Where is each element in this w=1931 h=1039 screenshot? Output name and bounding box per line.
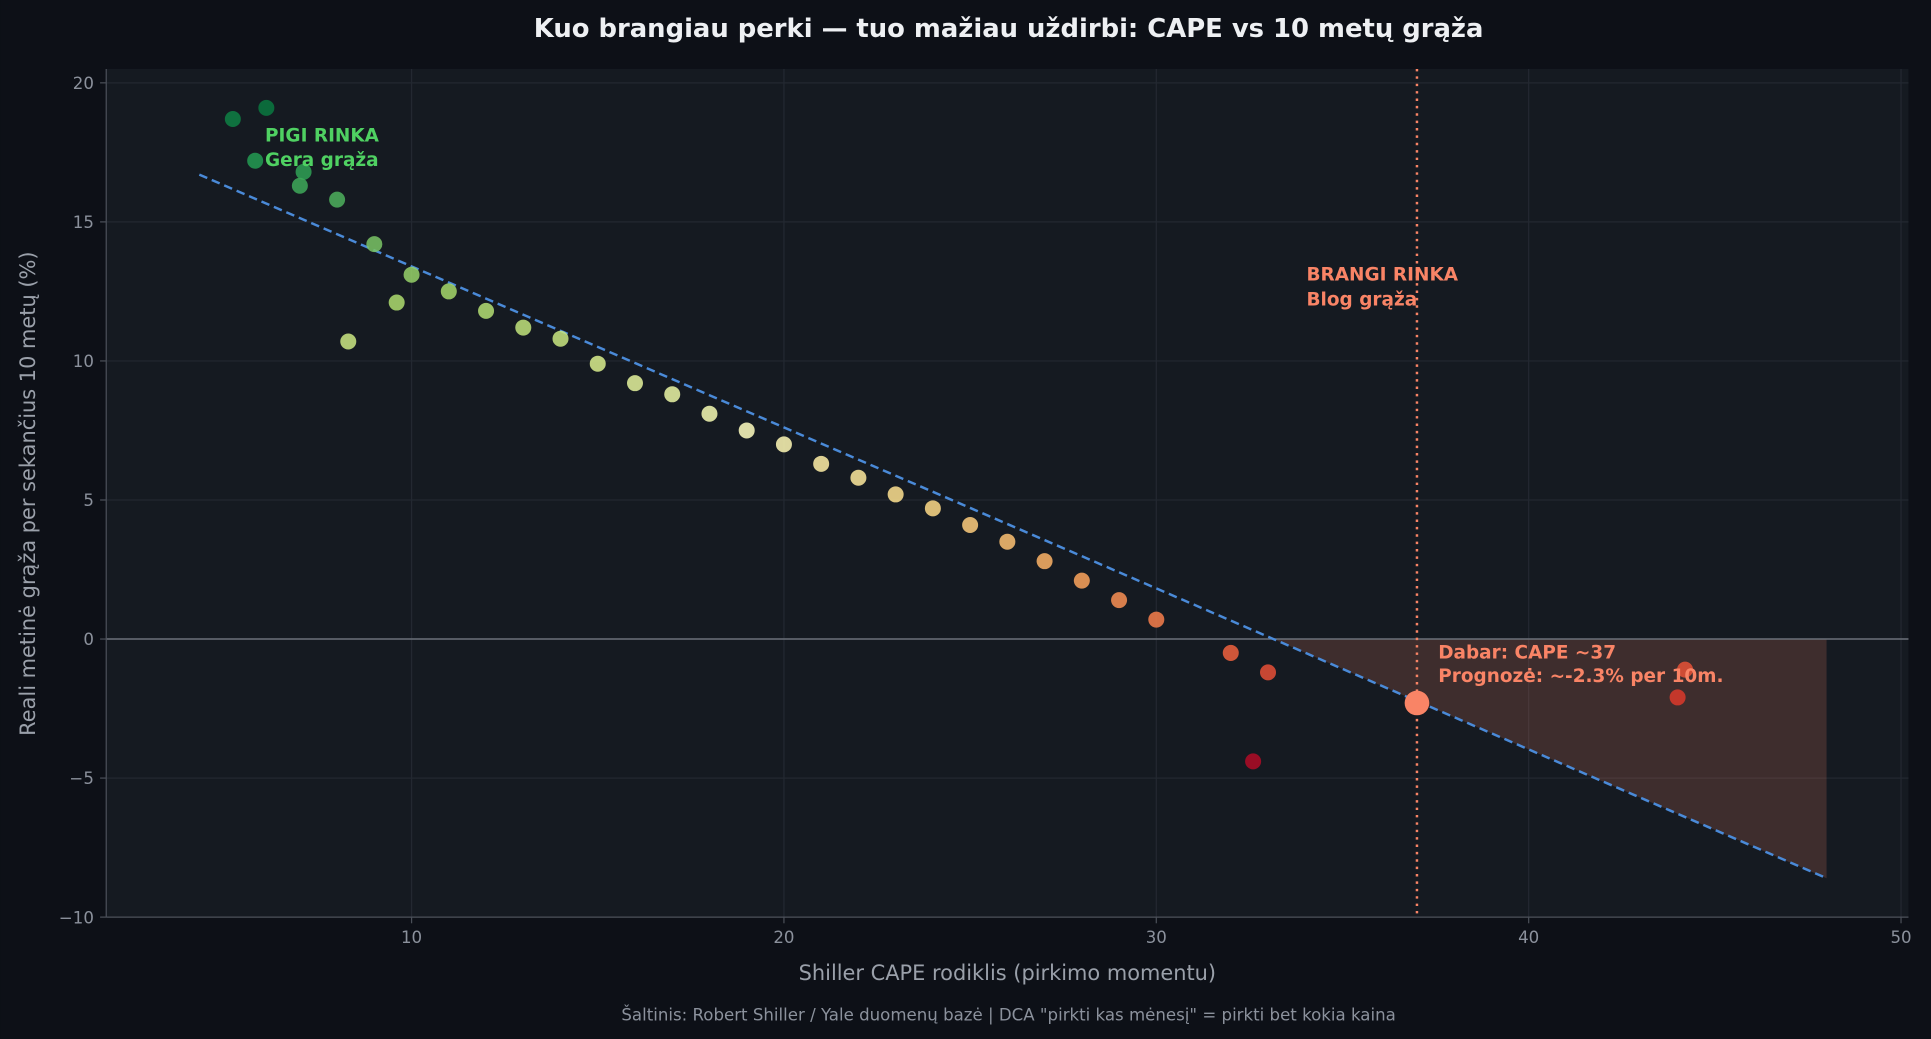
data-point (626, 375, 643, 392)
trend-line (198, 173, 1828, 880)
data-point (1222, 644, 1239, 661)
data-point (775, 436, 792, 453)
cheap-market-sublabel: Gera grąža (265, 150, 379, 171)
y-tick-label: 15 (73, 213, 94, 232)
expensive-market-label: BRANGI RINKA (1306, 265, 1458, 286)
data-point (295, 163, 312, 180)
data-point (664, 386, 681, 403)
data-point (329, 191, 346, 208)
data-point (388, 294, 405, 311)
expensive-market-sublabel: Blog grąža (1306, 289, 1417, 310)
y-tick-label: 0 (83, 630, 94, 649)
x-tick-label: 20 (773, 928, 794, 947)
current-cape-point (1404, 690, 1430, 716)
data-point (1073, 572, 1090, 589)
x-tick-label: 30 (1146, 928, 1167, 947)
x-tick-label: 50 (1890, 928, 1911, 947)
data-point (1260, 664, 1277, 681)
x-axis-label: Shiller CAPE rodiklis (pirkimo momentu) (799, 961, 1216, 985)
data-point (1111, 592, 1128, 609)
data-point (1148, 611, 1165, 628)
data-point (1677, 661, 1694, 678)
data-point (340, 333, 357, 350)
data-point (1245, 753, 1262, 770)
data-point (440, 283, 457, 300)
data-point (515, 319, 532, 336)
y-tick-label: 5 (83, 491, 94, 510)
y-tick-label: −5 (69, 769, 93, 788)
axis-ticks: 10 20 30 40 50 −10 −5 0 5 10 15 20 (59, 74, 1912, 947)
data-point (552, 330, 569, 347)
data-point (291, 177, 308, 194)
cheap-market-label: PIGI RINKA (265, 126, 380, 147)
data-point (258, 99, 275, 116)
data-point (701, 405, 718, 422)
data-point (247, 152, 264, 169)
plot-background (106, 68, 1909, 918)
current-annotation-line1: Dabar: CAPE ~37 (1438, 643, 1616, 664)
data-point (924, 500, 941, 517)
x-tick-label: 10 (401, 928, 422, 947)
data-points (224, 99, 1694, 770)
data-point (962, 517, 979, 534)
data-point (738, 422, 755, 439)
x-tick-label: 40 (1518, 928, 1539, 947)
data-point (813, 455, 830, 472)
current-annotation-line2: Prognozė: ~-2.3% per 10m. (1438, 666, 1723, 687)
data-point (589, 355, 606, 372)
data-point (366, 236, 383, 253)
data-point (1669, 689, 1686, 706)
data-point (478, 302, 495, 319)
y-tick-label: 20 (73, 74, 94, 93)
data-point (1036, 553, 1053, 570)
y-tick-label: 10 (73, 352, 94, 371)
y-axis-label: Reali metinė grąža per sekančius 10 metų… (16, 251, 40, 735)
data-point (403, 266, 420, 283)
y-tick-label: −10 (59, 908, 94, 927)
footnote: Šaltinis: Robert Shiller / Yale duomenų … (621, 1006, 1395, 1025)
data-point (850, 469, 867, 486)
data-point (999, 533, 1016, 550)
data-point (887, 486, 904, 503)
trend-line (198, 173, 1828, 880)
data-point (224, 110, 241, 127)
chart-title: Kuo brangiau perki — tuo mažiau uždirbi:… (534, 14, 1484, 44)
